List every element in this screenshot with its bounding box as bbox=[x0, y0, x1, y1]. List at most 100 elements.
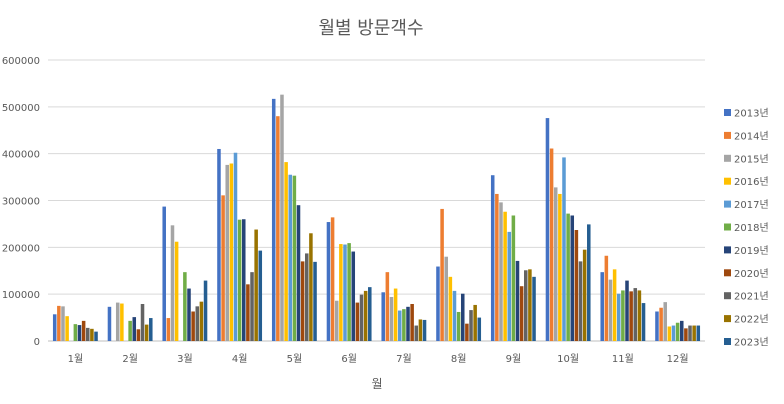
bar-2020년-1월 bbox=[81, 320, 86, 341]
y-tick-label: 100000 bbox=[2, 290, 40, 301]
bar-2023년-2월 bbox=[149, 318, 153, 341]
bar-2018년-7월 bbox=[402, 309, 406, 341]
bar-2019년-8월 bbox=[460, 293, 465, 341]
y-tick-label: 200000 bbox=[2, 243, 40, 254]
bar-2013년-12월 bbox=[655, 311, 659, 341]
legend-label: 2021년 bbox=[734, 291, 769, 303]
bar-2021년-3월 bbox=[195, 306, 200, 341]
bar-2016년-1월 bbox=[65, 316, 69, 341]
x-tick-label: 6월 bbox=[341, 353, 357, 365]
legend-swatch bbox=[724, 154, 731, 162]
bar-2014년-9월 bbox=[495, 193, 499, 341]
x-tick-label: 7월 bbox=[396, 353, 412, 365]
x-tick-label: 2월 bbox=[122, 353, 138, 365]
legend-swatch bbox=[724, 131, 731, 139]
bar-2015년-6월 bbox=[334, 300, 339, 341]
bar-2013년-1월 bbox=[52, 314, 57, 341]
bar-2015년-7월 bbox=[389, 296, 394, 341]
bar-2023년-3월 bbox=[203, 280, 208, 341]
bar-2019년-12월 bbox=[679, 320, 684, 341]
bar-2023년-5월 bbox=[313, 261, 317, 341]
bar-2013년-5월 bbox=[271, 98, 276, 341]
bar-2015년-4월 bbox=[225, 164, 229, 341]
bar-2019년-7월 bbox=[406, 306, 410, 341]
y-tick-label: 400000 bbox=[2, 150, 40, 161]
bar-2017년-4월 bbox=[233, 152, 238, 341]
bar-2020년-2월 bbox=[136, 329, 141, 341]
legend-label: 2015년 bbox=[734, 153, 769, 165]
bar-2020년-9월 bbox=[519, 286, 524, 341]
bar-2021년-5월 bbox=[305, 253, 309, 341]
bar-2014년-1월 bbox=[57, 305, 61, 341]
bar-2016년-12월 bbox=[667, 326, 672, 341]
bar-2022년-12월 bbox=[692, 325, 696, 341]
bar-2022년-10월 bbox=[582, 249, 587, 341]
legend-label: 2017년 bbox=[734, 199, 769, 211]
bar-2018년-8월 bbox=[456, 311, 461, 341]
legend-label: 2023년 bbox=[734, 337, 769, 349]
bar-2016년-10월 bbox=[558, 193, 562, 341]
bar-2015년-1월 bbox=[61, 306, 65, 341]
bar-2018년-2월 bbox=[128, 320, 132, 341]
legend: 2013년 2014년 2015년 2016년 2017년 2018년 2019년 2020년… bbox=[724, 108, 769, 349]
x-tick-label: 8월 bbox=[451, 353, 467, 365]
bar-2015년-12월 bbox=[663, 302, 667, 341]
bar-2013년-7월 bbox=[381, 292, 385, 341]
bar-2018년-5월 bbox=[292, 175, 297, 341]
bar-2020년-3월 bbox=[191, 311, 195, 341]
bar-2014년-12월 bbox=[659, 307, 663, 341]
x-axis-label: 월 bbox=[371, 377, 382, 391]
bar-2017년-7월 bbox=[397, 310, 402, 341]
legend-label: 2018년 bbox=[734, 222, 769, 234]
legend-swatch bbox=[724, 177, 731, 185]
bar-2023년-1월 bbox=[94, 331, 98, 341]
bar-2019년-6월 bbox=[351, 251, 356, 341]
legend-swatch bbox=[724, 223, 731, 231]
x-tick-label: 3월 bbox=[177, 353, 193, 365]
bar-2013년-11월 bbox=[600, 272, 604, 341]
bar-2015년-3월 bbox=[170, 225, 175, 341]
bar-2017년-6월 bbox=[343, 244, 347, 341]
bar-2016년-11월 bbox=[612, 269, 617, 341]
bar-2021년-10월 bbox=[578, 261, 583, 341]
bar-2022년-6월 bbox=[363, 290, 368, 341]
bar-2015년-5월 bbox=[280, 94, 284, 341]
bar-2022년-9월 bbox=[528, 269, 532, 341]
bar-2021년-1월 bbox=[86, 327, 90, 341]
bar-2023년-12월 bbox=[696, 325, 701, 341]
bar-2022년-7월 bbox=[418, 319, 423, 341]
bar-2015년-11월 bbox=[608, 279, 613, 341]
bar-2021년-8월 bbox=[469, 310, 473, 341]
bar-2020년-12월 bbox=[684, 328, 688, 341]
legend-swatch bbox=[724, 109, 731, 116]
legend-swatch bbox=[724, 292, 731, 300]
y-axis-ticks: 0 100000 200000 300000 400000 500000 600000 bbox=[2, 56, 40, 348]
bar-2014년-4월 bbox=[221, 195, 225, 341]
y-tick-label: 500000 bbox=[2, 103, 40, 114]
bar-2020년-8월 bbox=[465, 323, 469, 341]
bar-2020년-7월 bbox=[410, 304, 414, 341]
bar-2014년-3월 bbox=[166, 318, 171, 341]
bar-2016년-3월 bbox=[174, 241, 179, 341]
bar-2021년-9월 bbox=[524, 270, 528, 341]
legend-label: 2019년 bbox=[734, 245, 769, 257]
x-tick-label: 12월 bbox=[667, 353, 689, 365]
bar-2023년-7월 bbox=[422, 319, 427, 341]
x-tick-label: 11월 bbox=[612, 353, 634, 365]
bar-2020년-11월 bbox=[629, 291, 633, 341]
bar-2023년-11월 bbox=[641, 303, 646, 341]
bar-2017년-12월 bbox=[671, 325, 676, 341]
y-tick-label: 600000 bbox=[2, 56, 40, 67]
legend-label: 2020년 bbox=[734, 268, 769, 280]
bar-2018년-1월 bbox=[73, 324, 78, 341]
bar-2018년-4월 bbox=[237, 219, 242, 341]
bar-2020년-6월 bbox=[355, 302, 360, 341]
bar-2018년-11월 bbox=[621, 290, 625, 341]
bar-2021년-11월 bbox=[633, 288, 638, 341]
x-tick-label: 1월 bbox=[68, 353, 84, 365]
bar-2022년-3월 bbox=[199, 301, 204, 341]
bar-2021년-6월 bbox=[359, 294, 364, 341]
bar-2020년-10월 bbox=[574, 230, 579, 341]
